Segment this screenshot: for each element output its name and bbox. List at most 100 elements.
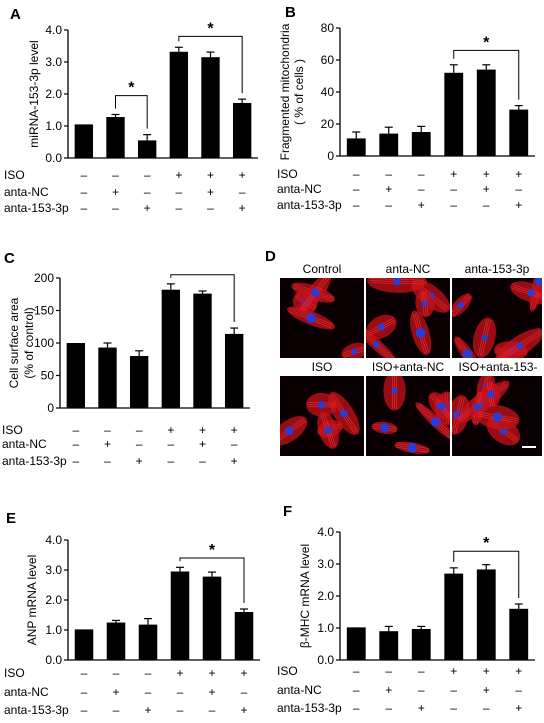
treatment-sign: –	[167, 437, 174, 451]
treatment-sign: +	[240, 666, 247, 680]
y-tick-label: 1.0	[45, 623, 62, 637]
treatment-row-label: anta-NC	[2, 437, 47, 451]
treatment-sign: +	[239, 201, 246, 215]
treatment-sign: –	[353, 167, 360, 181]
y-tick-label: 0.0	[45, 151, 62, 165]
treatment-sign: –	[175, 185, 182, 199]
bar-chart-fragmented-mitochondria: 0 20 40 60 80 Fragmented mitochondria( % of c…	[277, 21, 535, 212]
nucleus	[306, 313, 316, 323]
treatment-sign: +	[136, 454, 143, 468]
treatment-sign: –	[450, 701, 457, 715]
treatment-sign: +	[207, 168, 214, 182]
treatment-sign: +	[199, 437, 206, 451]
treatment-sign: +	[515, 664, 522, 678]
nucleus	[415, 327, 426, 338]
panel-letter-f: F	[283, 503, 293, 520]
nucleus	[407, 442, 418, 453]
treatment-sign: –	[353, 198, 360, 212]
treatment-sign: –	[167, 454, 174, 468]
treatment-sign: +	[231, 454, 238, 468]
bar	[202, 576, 222, 660]
treatment-sign: –	[177, 703, 184, 717]
nucleus	[284, 426, 294, 436]
treatment-sign: –	[450, 182, 457, 196]
treatment-sign: –	[239, 185, 246, 199]
micrograph-control	[280, 278, 364, 358]
bar	[379, 133, 399, 156]
bar	[444, 573, 464, 660]
y-tick-label: 0.0	[317, 653, 334, 667]
treatment-sign: –	[144, 168, 151, 182]
bar-chart-beta-mhc-mrna: 0.0 1.0 2.0 3.0 4.0 β-MHC mRNA level * ISO – – – + +…	[277, 525, 535, 715]
treatment-sign: +	[483, 683, 490, 697]
treatment-sign: +	[483, 664, 490, 678]
treatment-sign: –	[80, 185, 87, 199]
bar	[137, 140, 157, 158]
treatment-sign: +	[104, 437, 111, 451]
treatment-sign: +	[240, 703, 247, 717]
panel-letter-a: A	[10, 6, 21, 23]
y-tick-label: 1.0	[45, 119, 62, 133]
treatment-sign: –	[72, 454, 79, 468]
micrograph-label-control: Control	[302, 262, 342, 276]
treatment-sign: +	[112, 685, 119, 699]
y-axis-label-2: (% of control)	[22, 307, 36, 378]
treatment-sign: –	[112, 201, 119, 215]
bar	[476, 569, 496, 660]
treatment-row-label: ISO	[2, 423, 23, 437]
treatment-sign: –	[113, 703, 120, 717]
significance-bracket	[179, 557, 245, 603]
y-tick-label: 50	[41, 369, 55, 383]
treatment-row-label: anta-153-3p	[4, 703, 69, 717]
micrograph-anta-nc	[366, 278, 450, 358]
y-axis-label: Cell surface area	[7, 297, 21, 388]
bar	[106, 622, 126, 660]
treatment-row-label: anta-NC	[277, 182, 322, 196]
nucleus	[481, 334, 488, 341]
treatment-sign: +	[385, 683, 392, 697]
treatment-sign: +	[450, 167, 457, 181]
bar	[129, 356, 149, 408]
treatment-sign: –	[483, 198, 490, 212]
micrograph-iso-anta-153-3p	[452, 376, 542, 456]
bar	[201, 57, 220, 159]
treatment-sign: –	[418, 182, 425, 196]
bar	[66, 343, 86, 408]
treatment-row-label: ISO	[4, 666, 25, 680]
panel-letter-b: B	[285, 4, 296, 21]
significance-bracket	[453, 49, 520, 100]
treatment-sign: –	[385, 664, 392, 678]
bar	[98, 347, 117, 408]
bar	[411, 132, 431, 156]
bar-chart-anp-mrna: 0.0 1.0 2.0 3.0 4.0 ANP mRNA level * ISO – – – + + + a…	[4, 533, 260, 717]
treatment-sign: –	[199, 454, 206, 468]
treatment-sign: –	[207, 201, 214, 215]
treatment-sign: +	[239, 168, 246, 182]
treatment-sign: –	[145, 685, 152, 699]
treatment-sign: +	[144, 703, 151, 717]
treatment-sign: –	[177, 685, 184, 699]
treatment-sign: +	[176, 666, 183, 680]
y-tick-label: 4.0	[45, 23, 62, 37]
panel-letter-c: C	[4, 250, 15, 267]
nucleus	[380, 423, 390, 433]
treatment-sign: –	[175, 201, 182, 215]
treatment-row-label: ISO	[277, 664, 298, 678]
panel-letter-e: E	[6, 510, 17, 527]
significance-bracket	[178, 35, 243, 94]
micrograph-grid: Control anta-NC anta-153-3p ISO ISO+anta…	[280, 262, 542, 456]
treatment-sign: –	[112, 168, 119, 182]
nucleus	[340, 409, 348, 418]
bar	[170, 571, 190, 660]
treatment-sign: +	[175, 168, 182, 182]
treatment-sign: –	[385, 167, 392, 181]
treatment-row-label: anta-153-3p	[4, 201, 69, 215]
treatment-sign: –	[113, 666, 120, 680]
treatment-sign: +	[199, 423, 206, 437]
treatment-row-label: ISO	[4, 168, 25, 182]
significance-bracket	[115, 95, 148, 129]
bar	[74, 629, 94, 660]
treatment-sign: +	[418, 701, 425, 715]
treatment-row-label: anta-153-3p	[277, 198, 342, 212]
treatment-sign: –	[515, 683, 522, 697]
